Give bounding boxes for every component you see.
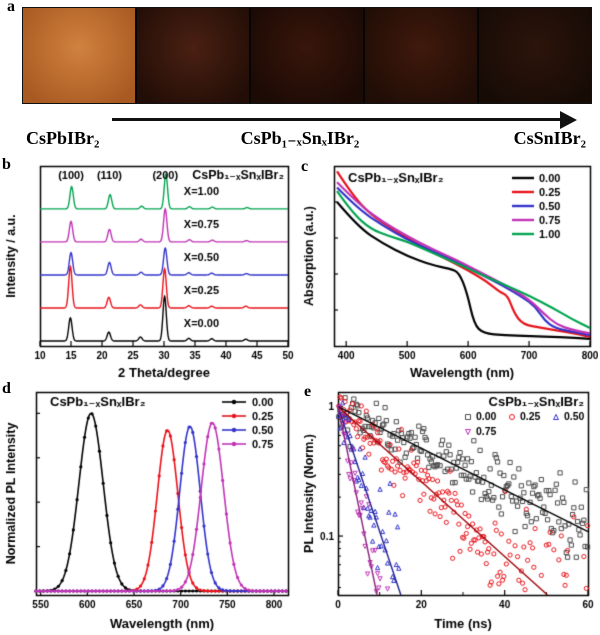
film-photo [479,8,591,103]
film-photo-strip [22,7,592,104]
caption-cssnibr2: CsSnIBr₂ [513,128,586,148]
caption-cspbsnibr2: CsPb₁₋ₓSnₓIBr₂ [240,128,360,148]
absorption-chart [300,160,598,382]
trpl-decay-chart [300,384,598,633]
caption-cspbibr2: CsPbIBr₂ [26,128,100,148]
xrd-chart [2,160,296,382]
composition-arrow-head-icon [560,111,577,129]
panel-a-label: a [7,0,15,15]
pl-spectra-chart [2,384,296,633]
film-photo [365,8,477,103]
composition-arrow-line [112,118,564,121]
film-photo [23,8,135,103]
film-photo [251,8,363,103]
film-photo [137,8,249,103]
